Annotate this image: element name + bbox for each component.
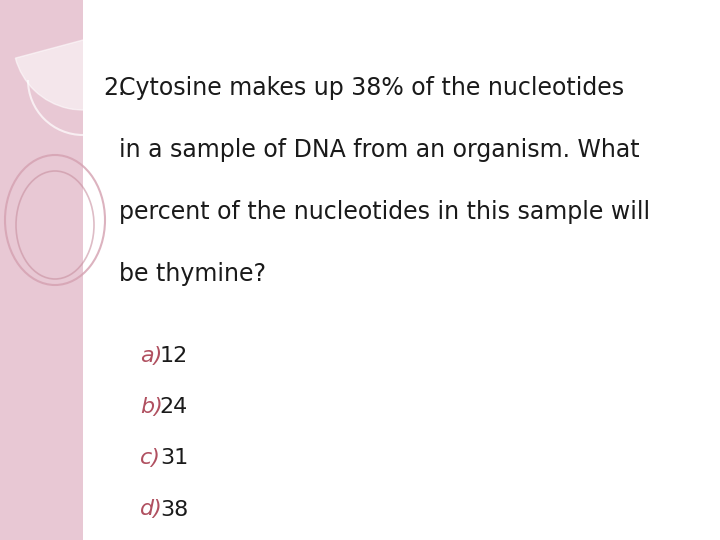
Text: 31: 31 <box>160 448 188 468</box>
Wedge shape <box>15 40 137 110</box>
Text: Cytosine makes up 38% of the nucleotides: Cytosine makes up 38% of the nucleotides <box>119 76 624 99</box>
Text: b): b) <box>140 397 163 417</box>
Text: in a sample of DNA from an organism. What: in a sample of DNA from an organism. Wha… <box>119 138 639 161</box>
Text: be thymine?: be thymine? <box>119 262 266 286</box>
Text: 38: 38 <box>160 500 188 519</box>
Text: percent of the nucleotides in this sample will: percent of the nucleotides in this sampl… <box>119 200 650 224</box>
Text: a): a) <box>140 346 163 366</box>
Text: d): d) <box>140 500 163 519</box>
Text: 12: 12 <box>160 346 188 366</box>
Text: 24: 24 <box>160 397 188 417</box>
Text: c): c) <box>140 448 161 468</box>
Text: 2.: 2. <box>103 76 125 99</box>
